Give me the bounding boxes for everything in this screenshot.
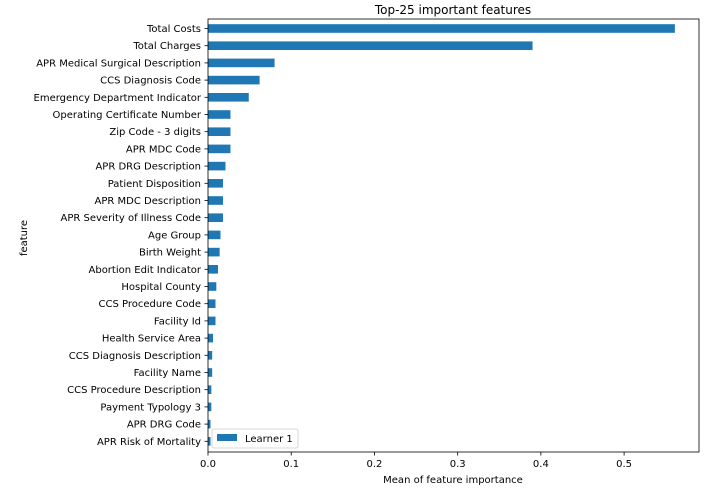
legend: Learner 1: [211, 428, 299, 449]
y-tick-label: Zip Code - 3 digits: [109, 127, 201, 138]
bar: [208, 230, 221, 240]
y-tick-label: Birth Weight: [139, 248, 201, 259]
legend-frame: [211, 428, 299, 449]
legend-label: Learner 1: [245, 434, 293, 445]
chart-title: Top-25 important features: [374, 3, 531, 17]
x-axis-title: Mean of feature importance: [383, 475, 523, 486]
bars-group: [208, 24, 675, 446]
plot-frame: [207, 18, 700, 453]
y-tick-label: Payment Typology 3: [100, 402, 201, 413]
bar: [208, 213, 223, 222]
bar: [208, 419, 211, 429]
bar: [208, 196, 223, 205]
y-tick-label: APR MDC Description: [95, 196, 201, 207]
y-tick-label: Health Service Area: [102, 334, 201, 345]
bar: [208, 58, 275, 68]
y-tick-label: CCS Procedure Description: [67, 385, 201, 396]
bar: [208, 333, 213, 343]
bar: [208, 385, 212, 394]
bar: [208, 110, 231, 119]
x-tick-label: 0.3: [450, 459, 466, 470]
bar: [208, 179, 223, 188]
y-tick-label: Patient Disposition: [108, 179, 201, 190]
y-tick-label: APR DRG Description: [95, 162, 201, 173]
bar: [208, 316, 216, 326]
y-tick-label: APR Severity of Illness Code: [61, 213, 202, 224]
bar: [208, 161, 226, 171]
bar: [208, 144, 231, 154]
x-tick-label: 0.0: [200, 459, 216, 470]
y-tick-label: Emergency Department Indicator: [34, 93, 202, 104]
y-tick-label: Abortion Edit Indicator: [89, 265, 202, 276]
y-tick-label: Hospital County: [121, 282, 201, 293]
bar: [208, 402, 212, 412]
y-tick-label: Age Group: [148, 230, 201, 241]
y-tick-label: Facility Name: [134, 368, 201, 379]
y-tick-label: APR Medical Surgical Description: [36, 58, 201, 69]
x-tick-label: 0.5: [616, 459, 632, 470]
x-tick-label: 0.2: [366, 459, 382, 470]
bar: [208, 247, 220, 257]
bar: [208, 127, 231, 136]
y-tick-label: Facility Id: [154, 316, 201, 327]
bar: [208, 41, 533, 50]
bar: [208, 351, 213, 360]
y-tick-label: APR Risk of Mortality: [97, 437, 201, 448]
bar: [208, 75, 260, 85]
y-tick-label: APR MDC Code: [126, 144, 201, 155]
bar: [208, 368, 213, 377]
bar: [208, 299, 216, 308]
y-tick-label: CCS Procedure Code: [98, 299, 201, 310]
y-axis-title: feature: [19, 220, 30, 256]
x-axis: 0.0 0.1 0.2 0.3 0.4 0.5: [200, 452, 632, 470]
x-tick-label: 0.1: [283, 459, 299, 470]
y-tick-label: CCS Diagnosis Description: [69, 351, 201, 362]
y-tick-label: Operating Certificate Number: [53, 110, 202, 121]
y-tick-label: CCS Diagnosis Code: [100, 76, 201, 87]
y-tick-label: Total Costs: [146, 24, 201, 35]
bar: [208, 93, 249, 102]
bar: [208, 282, 217, 291]
x-tick-label: 0.4: [533, 459, 549, 470]
bar: [208, 265, 218, 274]
legend-swatch: [217, 434, 237, 441]
y-axis: Total Costs Total Charges APR Medical Surg…: [34, 24, 208, 448]
y-tick-label: Total Charges: [132, 41, 201, 52]
y-tick-label: APR DRG Code: [127, 420, 201, 431]
bar: [208, 24, 675, 33]
bar: [208, 437, 211, 446]
